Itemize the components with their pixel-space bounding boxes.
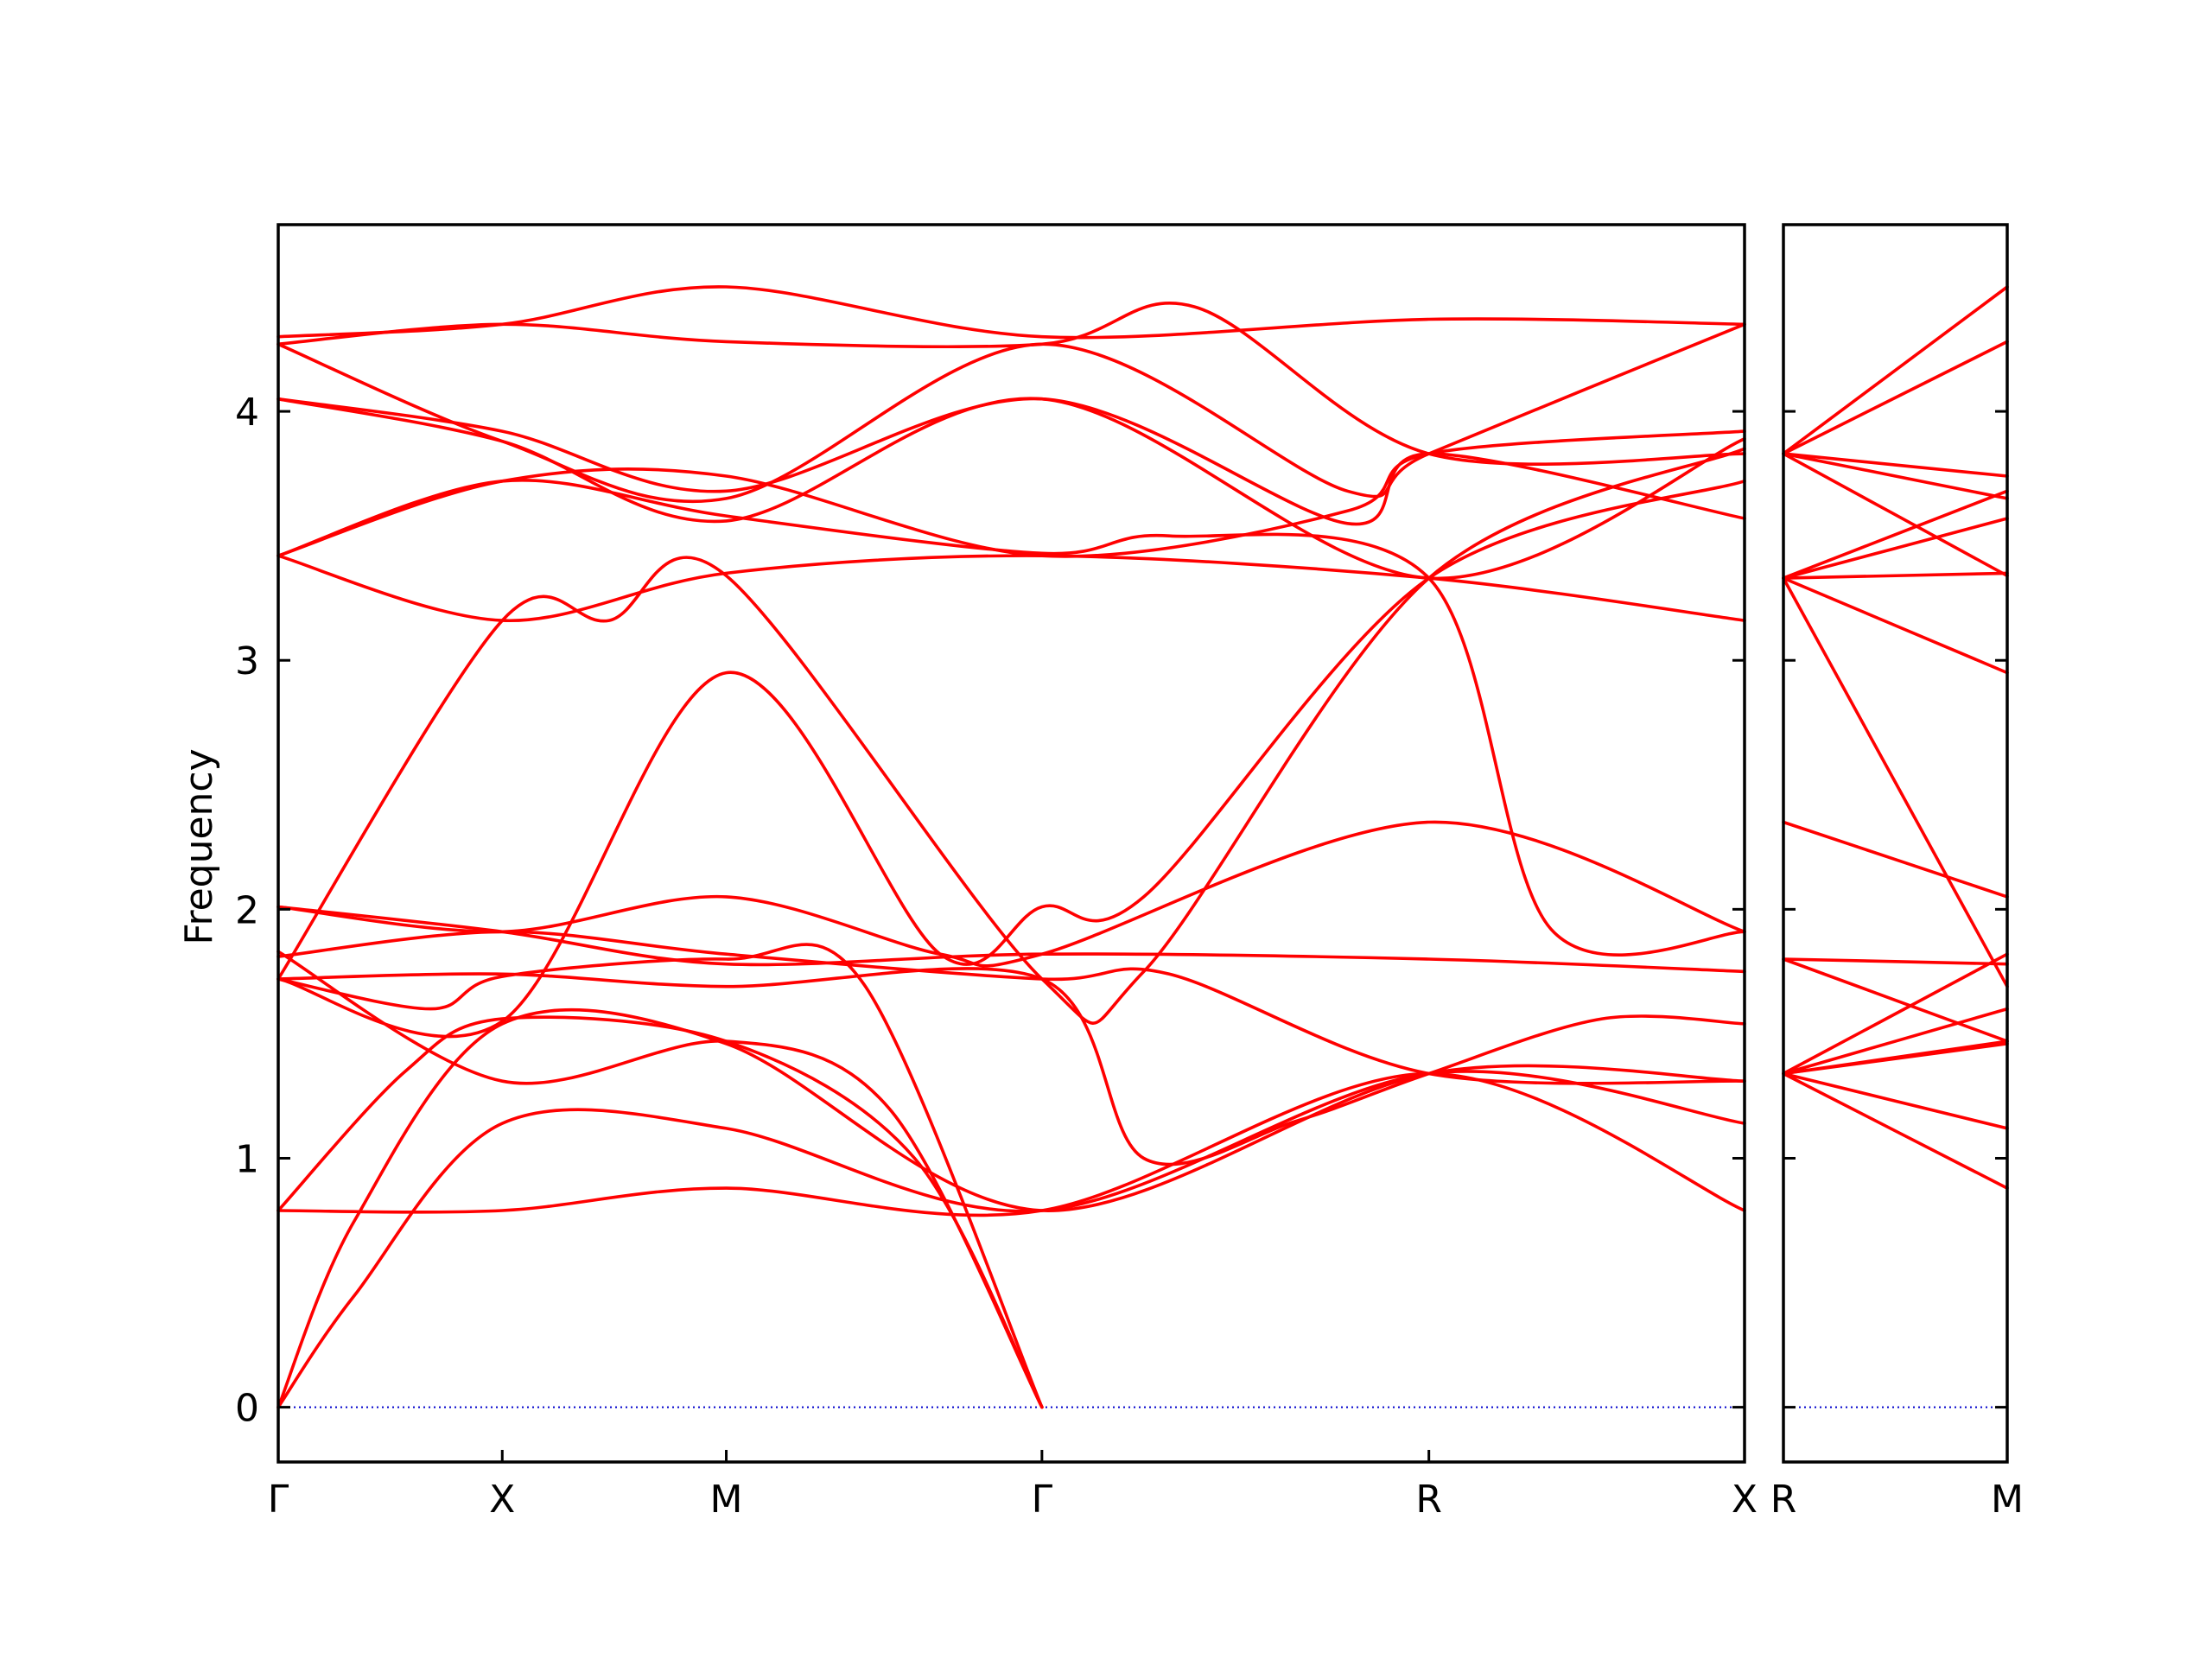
band-line-10 [276,820,1746,968]
band-line-18 [1782,340,2009,455]
y-axis-label: Frequency [177,748,221,944]
x-tick-label: X [1732,1478,1758,1522]
band-line-12 [276,480,1746,1039]
plot-frame [1782,223,2009,1464]
left-band-panel: 0 1 2 3 4 Γ X M Γ R X [235,223,1758,1522]
band-line-19 [1782,285,2009,455]
band-line-10 [1782,576,2009,988]
x-tick-label: Γ [1032,1478,1053,1522]
x-tick-label: X [489,1478,515,1522]
y-tick-label: 4 [235,391,259,435]
band-line-7 [1782,957,2009,1043]
band-line-17 [1782,452,2009,478]
band-line-4 [1782,1039,2009,1076]
band-line-1 [276,1071,1746,1217]
band-line-1 [1782,1071,2009,1190]
band-line-17 [276,397,1746,526]
band-line-15 [276,429,1746,558]
band-line-16 [1782,452,2009,500]
x-tick-label: M [710,1478,743,1522]
x-tick-label: M [1991,1478,2024,1522]
band-line-11 [1782,576,2009,675]
band-line-2 [276,1070,1746,1409]
band-line-3 [276,1007,1746,1409]
band-line-5 [276,950,1044,1409]
band-line-11 [276,447,1746,1025]
band-line-5 [1782,1007,2009,1076]
x-tick-label: Γ [268,1478,289,1522]
y-tick-label: 0 [235,1387,259,1431]
band-line-20 [276,302,1746,466]
band-line-14 [276,479,1746,957]
band-line-6 [276,943,1044,1409]
y-tick-label: 3 [235,639,259,683]
y-tick-label: 2 [235,888,259,932]
band-line-7 [276,967,1746,1166]
band-line-13 [276,554,1746,622]
band-line-18 [276,322,1746,504]
band-line-9 [1782,820,2009,899]
band-line-19 [276,285,1746,340]
band-line-14 [1782,489,2009,580]
x-tick-label: R [1415,1478,1442,1522]
band-line-12 [1782,571,2009,580]
band-line-13 [1782,517,2009,580]
plot-frame [276,223,1746,1464]
x-tick-label: R [1770,1478,1797,1522]
band-line-8 [1782,957,2009,966]
y-tick-label: 1 [235,1137,259,1181]
band-line-2 [1782,1071,2009,1130]
band-line-15 [1782,452,2009,578]
